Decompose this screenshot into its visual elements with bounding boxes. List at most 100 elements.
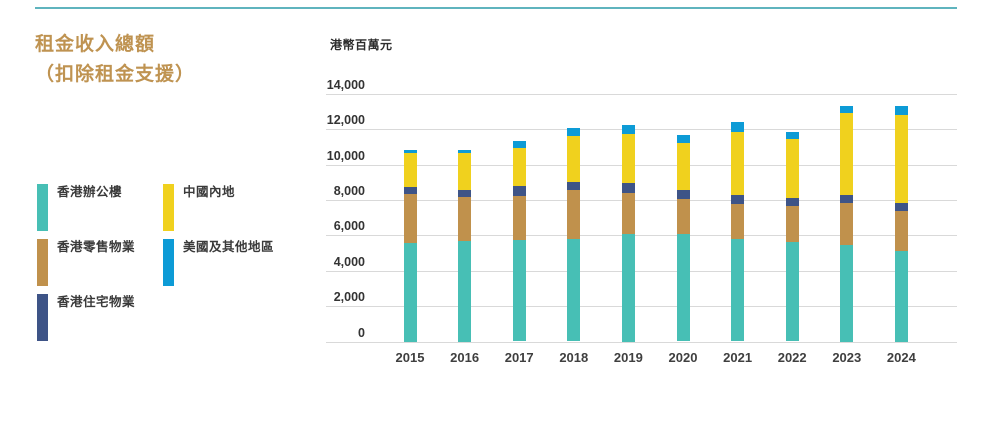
- bar-segment: [567, 190, 581, 239]
- bar-segment: [458, 153, 472, 191]
- bar-segment: [731, 122, 745, 133]
- stacked-bar-2021: [731, 122, 745, 342]
- gridline: [326, 200, 957, 202]
- bar-segment: [403, 153, 417, 187]
- bar-segment: [840, 245, 854, 342]
- bar-segment: [512, 140, 526, 148]
- bar-segment: [785, 206, 799, 243]
- y-axis-tick-label: 6,000: [333, 219, 365, 234]
- accent-rule: [35, 7, 957, 9]
- legend-label: 香港辦公樓: [57, 185, 123, 199]
- bar-segment: [676, 199, 690, 234]
- stacked-bar-2020: [676, 134, 690, 342]
- chart-title: 租金收入總額 （扣除租金支援）: [35, 30, 195, 91]
- bar-segment: [512, 147, 526, 186]
- bar-segment: [894, 251, 908, 342]
- bar-segment: [731, 194, 745, 204]
- x-axis-tick-label: 2024: [886, 349, 916, 365]
- bar-segment: [403, 193, 417, 243]
- bar-segment: [894, 202, 908, 211]
- y-axis-tick-label: 14,000: [326, 78, 365, 92]
- bar-segment: [621, 183, 635, 194]
- bar-segment: [894, 115, 908, 203]
- stacked-bar-2017: [512, 140, 526, 342]
- bar-segment: [512, 195, 526, 240]
- y-axis-tick-label: 2,000: [333, 290, 365, 305]
- bar-segment: [458, 240, 472, 342]
- x-axis-tick-label: 2018: [559, 349, 589, 365]
- stacked-bar-2019: [621, 124, 635, 342]
- bar-segment: [840, 113, 854, 195]
- bar-segment: [621, 124, 635, 134]
- bar-segment: [731, 132, 745, 195]
- x-axis-baseline: [326, 341, 957, 343]
- bar-segment: [567, 136, 581, 182]
- bar-segment: [458, 190, 472, 197]
- bar-segment: [785, 139, 799, 199]
- bar-segment: [621, 193, 635, 234]
- x-axis-tick-label: 2016: [450, 349, 480, 365]
- legend-item: 香港住宅物業: [37, 294, 163, 349]
- bar-segment: [676, 233, 690, 342]
- legend-swatch: [37, 184, 48, 231]
- bar-segment: [621, 233, 635, 342]
- stacked-bar-2024: [894, 106, 908, 342]
- legend-swatch: [37, 294, 48, 341]
- bar-segment: [676, 142, 690, 191]
- x-axis-tick-label: 2017: [504, 349, 534, 365]
- stacked-bar-2016: [458, 149, 472, 342]
- bar-segment: [621, 133, 635, 184]
- legend-item: 香港零售物業: [37, 239, 163, 294]
- bar-segment: [840, 194, 854, 203]
- x-axis-tick-label: 2015: [395, 349, 425, 365]
- x-axis-tick-label: 2023: [832, 349, 862, 365]
- legend-label: 中國內地: [183, 185, 236, 199]
- bar-segment: [512, 185, 526, 196]
- bar-segment: [731, 203, 745, 239]
- chart-title-line1: 租金收入總額: [35, 34, 156, 55]
- legend-label: 美國及其他地區: [183, 240, 275, 254]
- x-axis-tick-label: 2019: [613, 349, 643, 365]
- gridline: [326, 235, 957, 237]
- y-axis-tick-label: 8,000: [333, 184, 365, 199]
- x-axis-tick-label: 2022: [777, 349, 807, 365]
- y-axis-unit-label: 港幣百萬元: [330, 38, 393, 52]
- legend-item: 香港辦公樓: [37, 184, 163, 239]
- stacked-bar-2022: [785, 132, 799, 342]
- bar-segment: [785, 132, 799, 140]
- stacked-bar-2023: [840, 106, 854, 342]
- bar-segment: [403, 242, 417, 342]
- stacked-bar-2015: [403, 149, 417, 342]
- bar-segment: [840, 202, 854, 246]
- legend-item: 中國內地: [163, 184, 343, 239]
- x-axis-tick-label: 2021: [723, 349, 753, 365]
- legend-swatch: [163, 239, 174, 286]
- gridline: [326, 164, 957, 166]
- chart-legend: 香港辦公樓 中國內地香港零售物業 美國及其他地區香港住宅物業: [37, 184, 343, 349]
- bar-segment: [676, 134, 690, 143]
- legend-swatch: [163, 184, 174, 231]
- bar-segment: [785, 242, 799, 342]
- gridline: [326, 306, 957, 308]
- bar-segment: [894, 106, 908, 116]
- y-axis-tick-label: 0: [358, 325, 365, 340]
- bar-segment: [567, 238, 581, 342]
- y-axis-tick-label: 4,000: [333, 254, 365, 269]
- bar-segment: [731, 238, 745, 342]
- legend-label: 香港零售物業: [57, 240, 136, 254]
- legend-swatch: [37, 239, 48, 286]
- bar-segment: [512, 239, 526, 342]
- chart-title-line2: （扣除租金支援）: [35, 64, 196, 86]
- bar-segment: [458, 149, 472, 154]
- bar-segment: [676, 190, 690, 200]
- gridline: [326, 129, 957, 131]
- bar-segment: [567, 181, 581, 191]
- gridline: [326, 94, 957, 95]
- legend-item: 美國及其他地區: [163, 239, 343, 294]
- y-axis-tick-label: 10,000: [326, 148, 365, 163]
- bar-segment: [567, 127, 581, 137]
- gridline: [326, 270, 957, 272]
- bar-segment: [894, 210, 908, 252]
- bar-segment: [840, 106, 854, 114]
